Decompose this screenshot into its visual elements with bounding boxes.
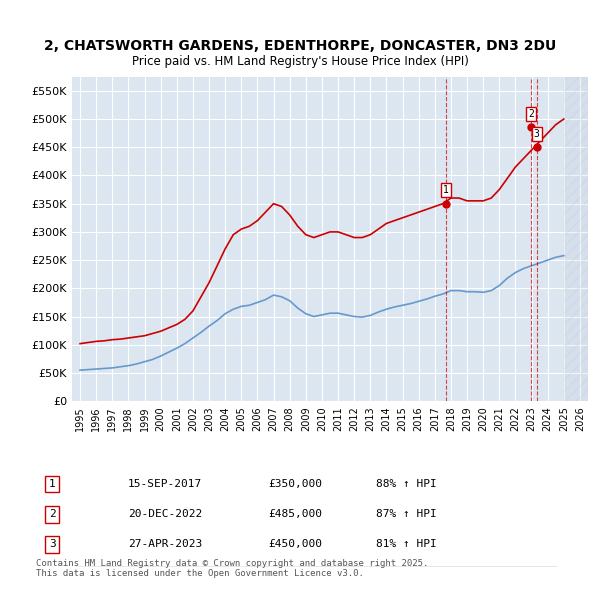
Legend: 2, CHATSWORTH GARDENS, EDENTHORPE, DONCASTER, DN3 2DU (detached house), HPI: Ave: 2, CHATSWORTH GARDENS, EDENTHORPE, DONCA… <box>77 527 558 565</box>
Text: £350,000: £350,000 <box>268 479 322 489</box>
Text: 20-DEC-2022: 20-DEC-2022 <box>128 509 202 519</box>
Text: 3: 3 <box>534 129 539 139</box>
Text: 2, CHATSWORTH GARDENS, EDENTHORPE, DONCASTER, DN3 2DU: 2, CHATSWORTH GARDENS, EDENTHORPE, DONCA… <box>44 39 556 53</box>
Text: Contains HM Land Registry data © Crown copyright and database right 2025.
This d: Contains HM Land Registry data © Crown c… <box>36 559 428 578</box>
Text: 87% ↑ HPI: 87% ↑ HPI <box>376 509 437 519</box>
Text: 2: 2 <box>528 109 534 119</box>
Text: 2: 2 <box>49 509 56 519</box>
Text: 1: 1 <box>49 479 56 489</box>
Text: 81% ↑ HPI: 81% ↑ HPI <box>376 539 437 549</box>
Text: 88% ↑ HPI: 88% ↑ HPI <box>376 479 437 489</box>
Text: £485,000: £485,000 <box>268 509 322 519</box>
Text: 27-APR-2023: 27-APR-2023 <box>128 539 202 549</box>
Text: Price paid vs. HM Land Registry's House Price Index (HPI): Price paid vs. HM Land Registry's House … <box>131 55 469 68</box>
Text: 15-SEP-2017: 15-SEP-2017 <box>128 479 202 489</box>
Text: 3: 3 <box>49 539 56 549</box>
Text: £450,000: £450,000 <box>268 539 322 549</box>
Bar <box>564 77 588 401</box>
Text: 1: 1 <box>443 185 449 195</box>
